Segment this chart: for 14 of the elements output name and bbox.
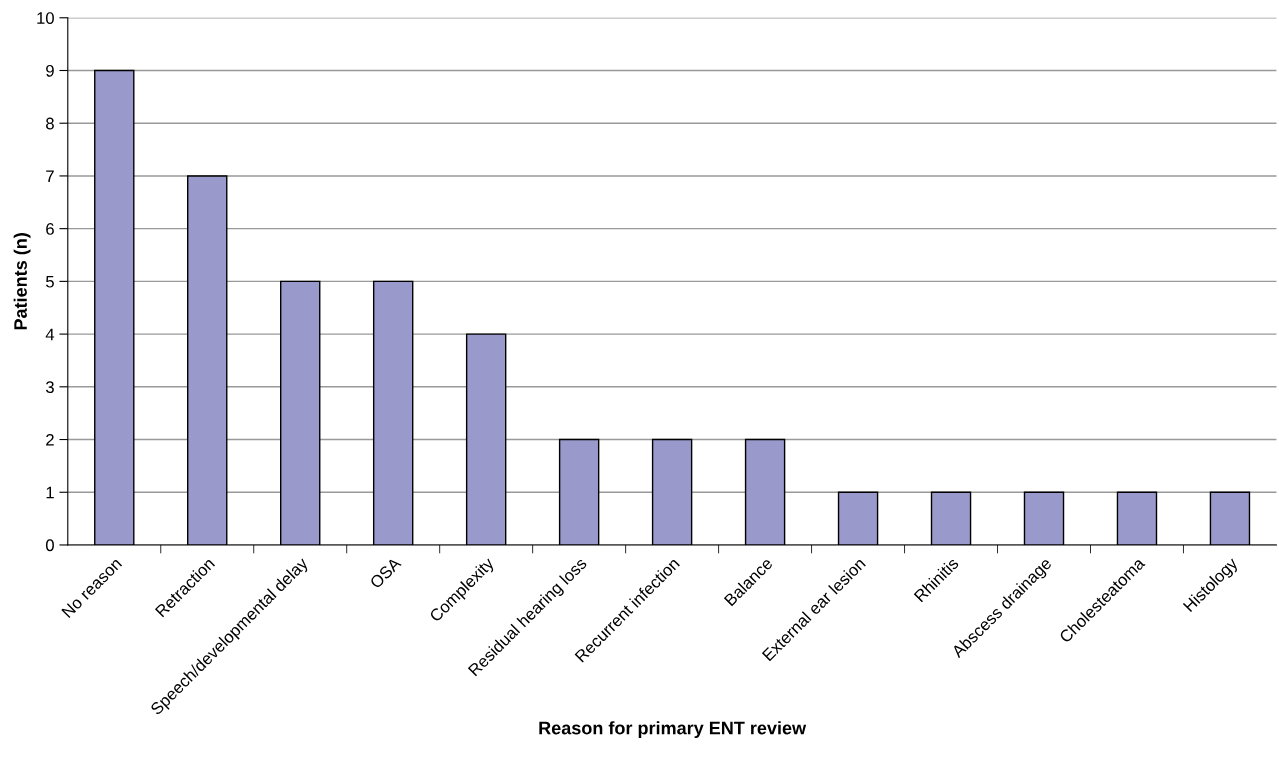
y-tick-label: 8	[46, 117, 54, 130]
y-tick-label: 0	[45, 539, 54, 552]
x-tick-label: OSA	[369, 556, 402, 590]
x-axis-title: Reason for primary ENT review	[539, 721, 807, 739]
y-tick-label: 10	[37, 12, 54, 24]
y-axis-title: Patients (n)	[13, 233, 31, 330]
y-tick-label: 6	[46, 223, 54, 235]
y-tick-label: 4	[45, 328, 55, 341]
y-tick-label: 1	[46, 486, 54, 499]
y-tick-label: 3	[45, 381, 54, 394]
y-tick-label: 2	[46, 433, 54, 446]
y-tick-label: 9	[46, 64, 54, 77]
y-tick-label: 7	[46, 170, 54, 182]
y-tick-label: 5	[45, 275, 54, 288]
